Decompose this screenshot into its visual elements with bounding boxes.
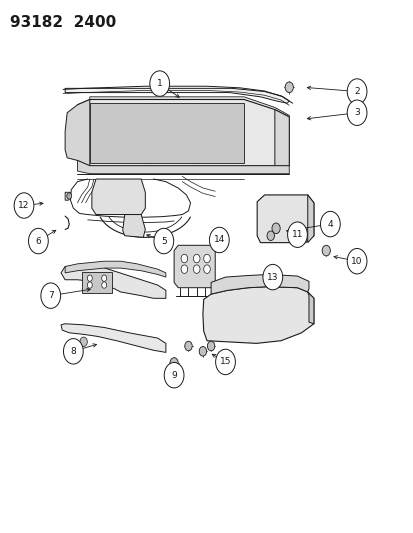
Polygon shape (77, 160, 289, 174)
Text: 12: 12 (18, 201, 30, 210)
Text: 13: 13 (266, 272, 278, 281)
Polygon shape (65, 261, 166, 277)
Text: 14: 14 (213, 236, 225, 245)
Polygon shape (211, 274, 308, 294)
Text: 15: 15 (219, 358, 231, 367)
Circle shape (347, 100, 366, 125)
Circle shape (180, 265, 187, 273)
Circle shape (262, 264, 282, 290)
Circle shape (203, 265, 210, 273)
Circle shape (28, 228, 48, 254)
Polygon shape (274, 110, 289, 166)
Circle shape (199, 346, 206, 356)
Text: 8: 8 (70, 347, 76, 356)
Circle shape (154, 228, 173, 254)
Polygon shape (92, 179, 145, 215)
Text: 5: 5 (161, 237, 166, 246)
Circle shape (102, 282, 107, 288)
Circle shape (285, 82, 293, 93)
Circle shape (63, 338, 83, 364)
Circle shape (193, 265, 199, 273)
Text: 9: 9 (171, 370, 176, 379)
Text: 6: 6 (36, 237, 41, 246)
Circle shape (347, 248, 366, 274)
Circle shape (347, 79, 366, 104)
Circle shape (209, 227, 229, 253)
Polygon shape (61, 324, 166, 352)
Circle shape (102, 275, 107, 281)
Circle shape (203, 254, 210, 263)
Circle shape (321, 245, 330, 256)
Text: 2: 2 (354, 87, 359, 96)
Text: 4: 4 (327, 220, 332, 229)
Circle shape (164, 362, 183, 388)
Polygon shape (77, 100, 289, 166)
Circle shape (41, 283, 60, 309)
Circle shape (66, 193, 71, 199)
Circle shape (215, 349, 235, 375)
Polygon shape (174, 245, 215, 288)
Text: 3: 3 (354, 108, 359, 117)
Polygon shape (202, 287, 313, 343)
Polygon shape (307, 292, 313, 324)
Circle shape (87, 282, 92, 288)
Polygon shape (256, 195, 313, 243)
Circle shape (193, 254, 199, 263)
Polygon shape (65, 100, 90, 166)
Text: 11: 11 (291, 230, 302, 239)
Circle shape (150, 71, 169, 96)
Text: 1: 1 (157, 79, 162, 88)
Circle shape (266, 231, 274, 240)
Polygon shape (122, 215, 145, 237)
Circle shape (87, 275, 92, 281)
Circle shape (184, 341, 192, 351)
Circle shape (14, 193, 34, 218)
Circle shape (271, 223, 280, 233)
Text: 10: 10 (351, 257, 362, 265)
Circle shape (207, 341, 214, 351)
Polygon shape (65, 88, 289, 103)
Circle shape (170, 358, 178, 368)
Polygon shape (307, 195, 313, 243)
Polygon shape (90, 103, 243, 163)
Circle shape (80, 337, 87, 346)
Polygon shape (90, 97, 289, 117)
Polygon shape (61, 266, 166, 298)
Circle shape (180, 254, 187, 263)
Polygon shape (81, 272, 112, 293)
Text: 7: 7 (48, 291, 53, 300)
Text: 93182  2400: 93182 2400 (9, 14, 116, 30)
Circle shape (287, 222, 306, 247)
Circle shape (320, 212, 339, 237)
Polygon shape (65, 192, 70, 200)
